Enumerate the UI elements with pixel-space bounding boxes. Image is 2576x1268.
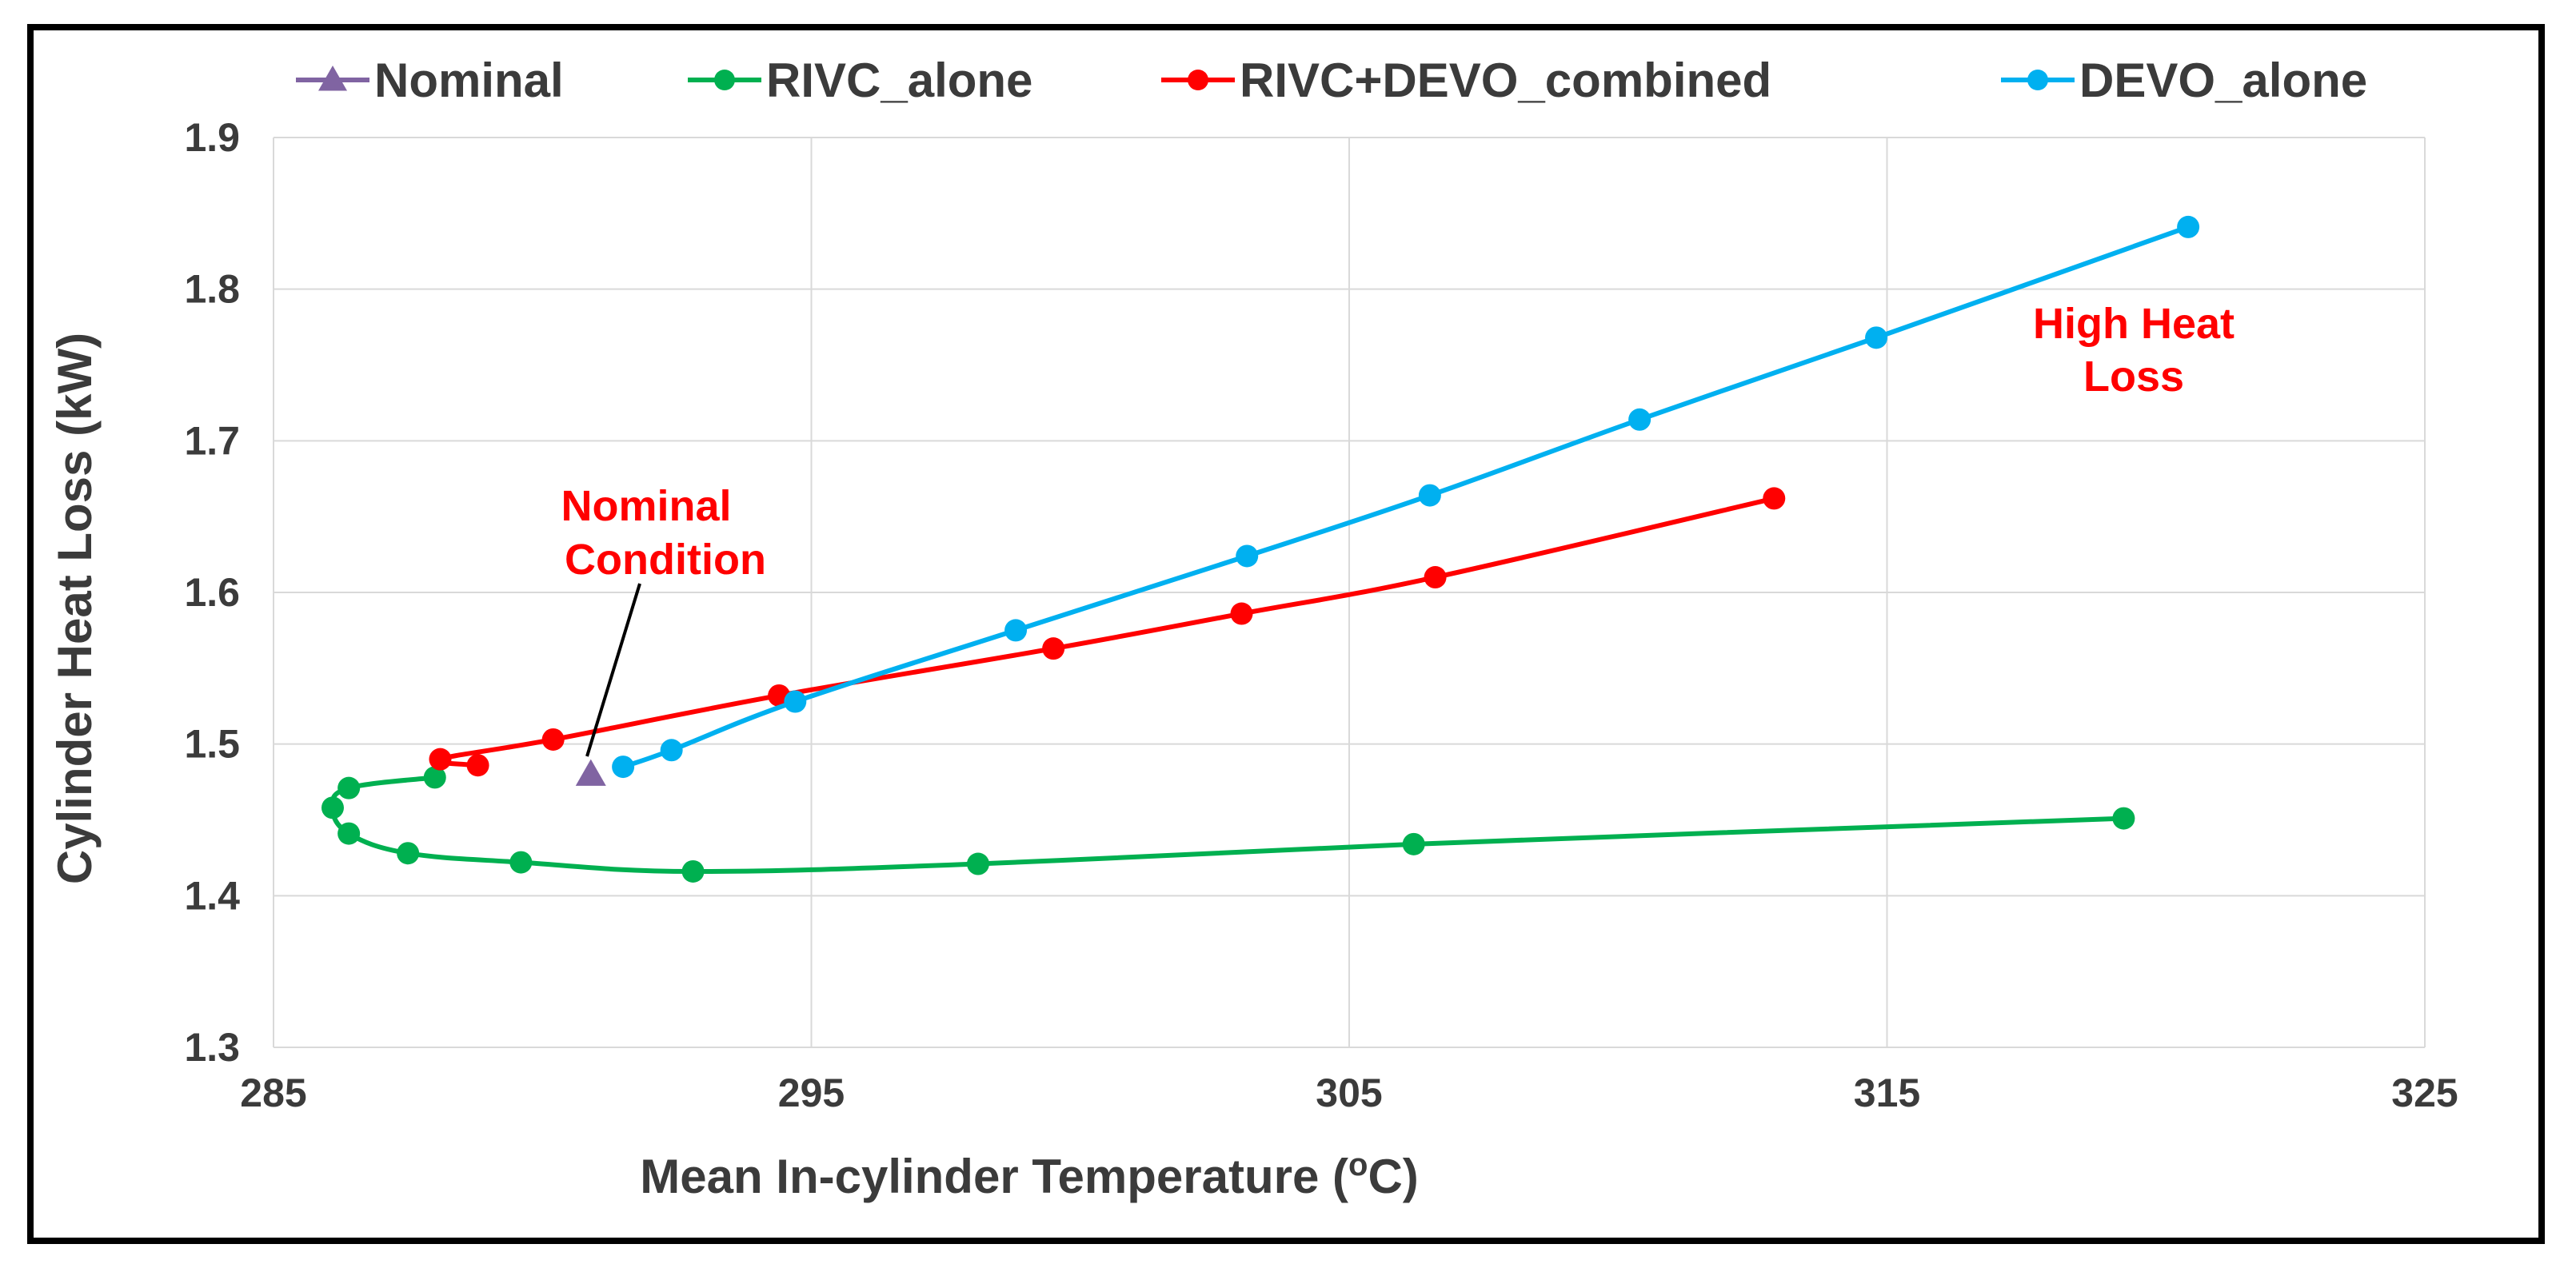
data-series — [321, 215, 2200, 883]
x-tick-labels: 285 295 305 315 325 — [240, 1071, 2458, 1115]
data-point — [1418, 484, 1441, 507]
legend-marker — [714, 70, 735, 90]
data-point — [784, 690, 807, 713]
x-axis-title-main: Mean In-cylinder Temperature ( — [640, 1150, 1348, 1203]
series-rivc-devo-combined — [429, 487, 1786, 777]
data-point — [1763, 487, 1786, 510]
data-point — [681, 859, 705, 883]
data-point — [509, 851, 533, 874]
x-tick-label: 295 — [778, 1071, 845, 1115]
data-point — [337, 776, 361, 799]
data-point — [1004, 619, 1028, 642]
series-nominal — [575, 759, 606, 786]
legend-marker — [2027, 70, 2048, 90]
series-devo-alone — [612, 215, 2200, 779]
data-point — [1230, 602, 1253, 625]
y-tick-label: 1.3 — [184, 1025, 240, 1070]
data-point — [1402, 832, 1425, 855]
data-point — [1236, 544, 1259, 568]
data-point — [1424, 566, 1447, 589]
data-point — [1865, 326, 1888, 349]
data-point — [575, 759, 606, 786]
series-rivc-alone — [321, 766, 2135, 883]
x-axis-title-degree: o — [1348, 1147, 1368, 1182]
legend-item-devo-alone: DEVO_alone — [2001, 54, 2367, 107]
annotation-nominal-line2: Condition — [565, 536, 766, 584]
legend-label: DEVO_alone — [2079, 54, 2367, 107]
y-tick-label: 1.7 — [184, 418, 240, 463]
annotation-high-line1: High Heat — [2033, 300, 2235, 348]
scatter-chart: 1.3 1.4 1.5 1.6 1.7 1.8 1.9 285 295 305 315 325 No… — [48, 54, 2458, 1203]
y-tick-label: 1.4 — [184, 873, 240, 918]
data-point — [321, 796, 344, 819]
data-point — [2112, 807, 2135, 830]
x-tick-label: 325 — [2391, 1071, 2458, 1115]
x-tick-label: 305 — [1316, 1071, 1382, 1115]
x-axis-title: Mean In-cylinder Temperature (oC) — [640, 1147, 1419, 1203]
legend-item-nominal: Nominal — [296, 54, 564, 107]
legend-label: Nominal — [374, 54, 564, 107]
data-point — [1042, 637, 1065, 660]
data-point — [423, 766, 446, 789]
legend-marker — [1188, 70, 1208, 90]
data-point — [466, 754, 489, 777]
chart-frame: 1.3 1.4 1.5 1.6 1.7 1.8 1.9 285 295 305 315 325 No… — [27, 24, 2545, 1244]
y-tick-labels: 1.3 1.4 1.5 1.6 1.7 1.8 1.9 — [184, 115, 240, 1070]
legend: Nominal RIVC_alone RIVC+DEVO_combined DEVO_… — [296, 54, 2367, 107]
gridlines — [273, 137, 2426, 1048]
data-point — [397, 842, 420, 865]
data-point — [660, 739, 683, 762]
x-axis-title-unit: C) — [1368, 1150, 1418, 1203]
legend-item-rivc-alone: RIVC_alone — [688, 54, 1032, 107]
series-line-devo-alone — [622, 225, 2190, 769]
x-tick-label: 285 — [240, 1071, 306, 1115]
legend-item-rivc-devo-combined: RIVC+DEVO_combined — [1161, 54, 1771, 107]
legend-label: RIVC_alone — [766, 54, 1032, 107]
annotation-nominal-condition: Nominal Condition — [561, 482, 766, 757]
legend-label: RIVC+DEVO_combined — [1240, 54, 1771, 107]
data-point — [612, 756, 635, 779]
data-point — [2177, 215, 2200, 238]
data-point — [337, 822, 361, 845]
annotation-nominal-line1: Nominal — [561, 482, 731, 530]
data-point — [966, 852, 989, 875]
y-tick-label: 1.6 — [184, 570, 240, 615]
series-line-rivc-devo-combined — [435, 496, 1775, 768]
series-line-rivc-alone — [329, 775, 2124, 875]
annotation-high-line2: Loss — [2083, 353, 2184, 401]
y-axis-title: Cylinder Heat Loss (kW) — [48, 333, 102, 884]
legend-marker — [318, 66, 347, 91]
annotation-nominal-leader — [585, 583, 641, 757]
data-point — [429, 748, 452, 771]
y-tick-label: 1.5 — [184, 722, 240, 767]
data-point — [541, 728, 565, 751]
x-tick-label: 315 — [1854, 1071, 1920, 1115]
y-tick-label: 1.9 — [184, 115, 240, 160]
annotation-high-heat-loss: High Heat Loss — [2033, 300, 2235, 401]
y-tick-label: 1.8 — [184, 267, 240, 312]
data-point — [1628, 408, 1651, 431]
